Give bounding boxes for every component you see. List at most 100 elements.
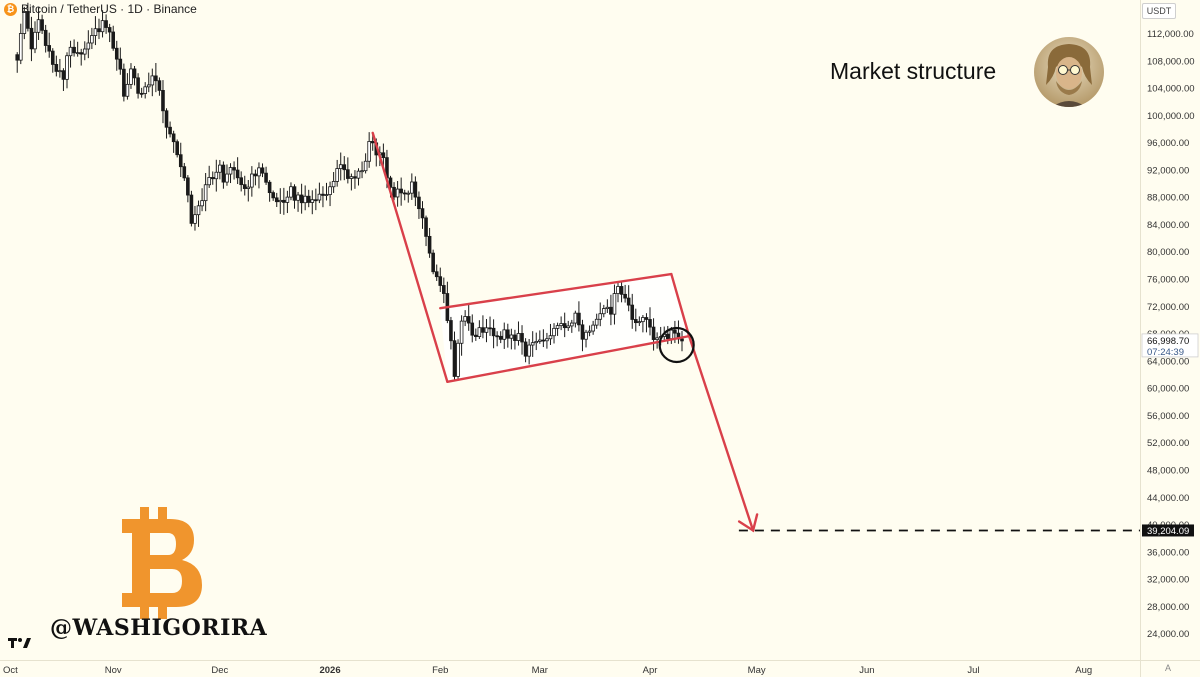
projection-arrow-head bbox=[737, 513, 759, 533]
candle-body bbox=[609, 306, 613, 315]
candle-body bbox=[413, 181, 418, 198]
candle-body bbox=[260, 167, 265, 174]
candle-body bbox=[342, 164, 347, 171]
candle-body bbox=[474, 334, 478, 337]
candle-body bbox=[235, 169, 240, 179]
candle-body bbox=[196, 205, 201, 216]
candle-body bbox=[591, 324, 595, 332]
candle-body bbox=[538, 339, 542, 342]
candle-body bbox=[50, 50, 55, 65]
candle-body bbox=[214, 171, 219, 180]
candle-body bbox=[470, 322, 475, 336]
candle-body bbox=[616, 286, 620, 294]
candle-body bbox=[324, 194, 329, 197]
time-axis-panel bbox=[0, 660, 1200, 677]
candle-body bbox=[292, 186, 297, 201]
auto-scale-button[interactable]: A bbox=[1165, 663, 1172, 673]
candle-body bbox=[139, 92, 144, 95]
candle-body bbox=[250, 173, 254, 188]
candle-body bbox=[154, 75, 158, 82]
candle-body bbox=[534, 340, 539, 344]
time-tick-label: Jun bbox=[859, 665, 874, 676]
candle-body bbox=[566, 325, 571, 329]
candle-body bbox=[442, 285, 446, 294]
candle-body bbox=[623, 293, 627, 299]
candle-body bbox=[221, 164, 226, 183]
candle-body bbox=[644, 317, 649, 320]
candle-body bbox=[168, 126, 172, 135]
impulse-leg-line bbox=[371, 131, 449, 384]
candle-body bbox=[314, 199, 318, 202]
channel-upper-line bbox=[439, 272, 673, 310]
candle-body bbox=[587, 330, 592, 333]
countdown-label: 07:24:39 bbox=[1147, 347, 1184, 358]
candle-body bbox=[669, 329, 674, 340]
time-tick-label: Nov bbox=[105, 665, 122, 676]
candle-body bbox=[665, 333, 670, 340]
candle-body bbox=[33, 31, 37, 50]
candle-body bbox=[285, 196, 290, 203]
candle-body bbox=[605, 306, 610, 309]
candle-body bbox=[484, 327, 489, 333]
candle-body bbox=[118, 58, 123, 70]
candle-body bbox=[40, 19, 44, 31]
candle-body bbox=[488, 327, 492, 330]
pattern-overlay-layer bbox=[371, 131, 1140, 533]
candle-body bbox=[271, 192, 275, 199]
candle-body bbox=[164, 110, 169, 128]
candle-body bbox=[456, 342, 460, 377]
candle-body bbox=[82, 48, 87, 55]
candle-body bbox=[520, 333, 524, 343]
candle-body bbox=[513, 334, 517, 341]
candle-body bbox=[278, 199, 283, 203]
candle-body bbox=[452, 340, 457, 377]
candle-body bbox=[431, 252, 435, 273]
price-tick-label: 96,000.00 bbox=[1147, 138, 1189, 149]
candle-body bbox=[289, 186, 293, 198]
candle-body bbox=[157, 80, 162, 91]
candle-body bbox=[555, 325, 560, 329]
candle-body bbox=[65, 55, 69, 80]
candle-body bbox=[392, 186, 396, 198]
candle-body bbox=[559, 323, 563, 327]
candle-body bbox=[570, 322, 574, 327]
candle-body bbox=[299, 194, 304, 204]
candle-body bbox=[100, 20, 105, 33]
candle-body bbox=[310, 199, 315, 203]
candle-body bbox=[321, 193, 325, 196]
candle-body bbox=[331, 181, 336, 188]
currency-button[interactable]: USDT bbox=[1142, 3, 1176, 19]
candle-body bbox=[463, 316, 467, 322]
price-tick-label: 36,000.00 bbox=[1147, 547, 1189, 558]
candle-body bbox=[104, 20, 108, 28]
candle-body bbox=[146, 84, 151, 88]
candle-body bbox=[388, 177, 393, 188]
candle-body bbox=[477, 327, 482, 337]
candle-body bbox=[43, 29, 48, 46]
price-tick-label: 44,000.00 bbox=[1147, 493, 1189, 504]
candle-body bbox=[459, 320, 464, 344]
candle-body bbox=[491, 327, 496, 337]
candle-body bbox=[267, 181, 272, 194]
candle-body bbox=[114, 47, 119, 60]
candle-body bbox=[360, 170, 364, 173]
symbol-header[interactable]: ₿ Bitcoin / TetherUS · 1D · Binance bbox=[4, 2, 197, 16]
time-tick-label: Aug bbox=[1075, 665, 1092, 676]
candle-body bbox=[225, 173, 229, 183]
tradingview-logo-icon[interactable] bbox=[8, 636, 32, 654]
price-tick-label: 72,000.00 bbox=[1147, 302, 1189, 313]
candle-body bbox=[598, 313, 603, 320]
candle-body bbox=[548, 335, 553, 340]
candle-body bbox=[72, 46, 76, 54]
bitcoin-b-logo: B bbox=[118, 507, 208, 624]
price-tick-label: 64,000.00 bbox=[1147, 356, 1189, 367]
candle-body bbox=[346, 169, 350, 179]
time-tick-label: May bbox=[748, 665, 766, 676]
candle-body bbox=[90, 35, 94, 44]
candle-body bbox=[601, 308, 606, 315]
price-tick-label: 52,000.00 bbox=[1147, 438, 1189, 449]
price-tick-label: 84,000.00 bbox=[1147, 220, 1189, 231]
price-tick-label: 92,000.00 bbox=[1147, 165, 1189, 176]
candle-body bbox=[353, 176, 357, 179]
